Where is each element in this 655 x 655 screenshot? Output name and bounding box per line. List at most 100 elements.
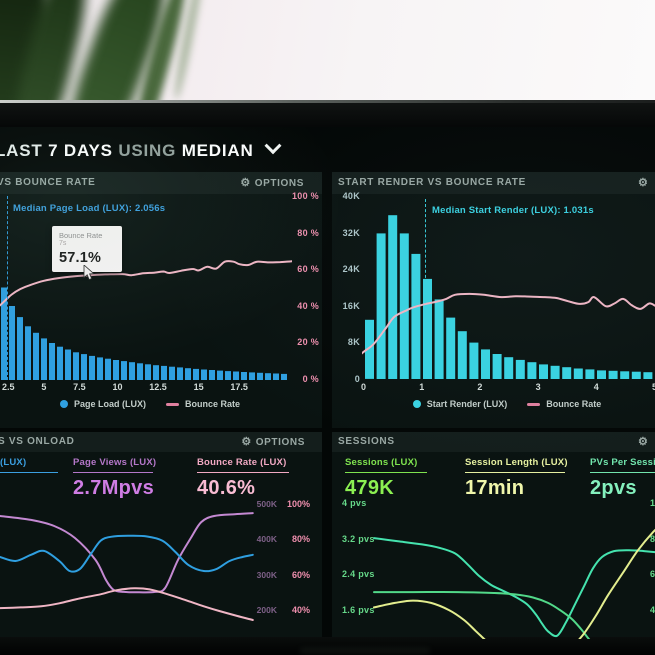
axis-label: 0 (361, 382, 367, 392)
gear-icon: ⚙ (638, 436, 649, 448)
background-wall (0, 0, 655, 112)
axis-label: 4 (593, 382, 599, 392)
tooltip-x-value: 7s (59, 240, 67, 248)
startrender-histogram-chart[interactable] (362, 195, 655, 381)
panel-pageload-vs-bounce-rate: VS BOUNCE RATE ⚙ OPTIONS Median Page Load… (0, 172, 322, 428)
axis-label: 24K (342, 264, 360, 275)
stat-bouncerate: Bounce Rate (LUX) 40.6% (197, 457, 289, 500)
axis-label: 15 (193, 382, 204, 392)
legend-item-pageload[interactable]: Page Load (LUX) (59, 399, 146, 409)
legend-dot-icon (59, 400, 68, 408)
legend-dash-icon (527, 402, 541, 406)
median-startrender-annotation: Median Start Render (LUX): 1.031s (432, 205, 594, 216)
axis-label: 2 (477, 382, 483, 392)
panel-title: S VS ONLOAD (0, 436, 75, 447)
axis-label: 0 % (302, 373, 319, 384)
chart-legend: Page Load (LUX) Bounce Rate (0, 399, 300, 409)
axis-label: 3 (535, 382, 541, 392)
axis-label: 2.4 pvs (342, 569, 375, 580)
tooltip-value: 57.1% (59, 250, 102, 267)
stat-label: Session Length (LUX) (465, 457, 568, 473)
stat-label: Bounce Rate (LUX) (197, 457, 289, 473)
options-button[interactable]: ⚙ OPTIONS (240, 177, 304, 189)
axis-label: 0 (354, 373, 360, 384)
mouse-cursor-icon (83, 265, 95, 281)
stat-value: 479K (345, 477, 395, 499)
median-startrender-line (425, 199, 426, 379)
axis-label: 1 (419, 382, 425, 392)
x-axis-seconds: 2.5 5 7.5 10 12.5 15 17.5 (2, 383, 248, 392)
monitor-logo-glow (300, 648, 430, 654)
legend-item-startrender[interactable]: Start Render (LUX) (412, 399, 507, 409)
y-axis-count: 40K 32K 24K 16K 8K 0 (338, 192, 360, 384)
options-button[interactable]: ⚙ (638, 435, 652, 448)
axis-label: 2.5 (2, 382, 15, 392)
axis-label: 5 (651, 382, 655, 392)
axis-label: 6 (650, 569, 655, 580)
gear-icon: ⚙ (241, 436, 252, 448)
axis-label: 5 (41, 382, 47, 392)
axis-label: 40K (342, 191, 360, 201)
stat-value: 2.7Mpvs (73, 477, 155, 499)
axis-label: 8 (650, 533, 655, 544)
legend-item-bouncerate[interactable]: Bounce Rate (527, 399, 601, 409)
panel-header: SESSIONS ⚙ (332, 432, 655, 452)
axis-label: 60 % (297, 264, 319, 275)
axis-label: 1 (650, 498, 655, 508)
time-range-selector[interactable]: LAST 7 DAYS USING MEDIAN (0, 137, 282, 161)
axis-label: 4 pvs (342, 498, 367, 508)
stat-sessions: Sessions (LUX) 479K (345, 457, 427, 500)
legend-item-bouncerate[interactable]: Bounce Rate (166, 399, 240, 409)
tooltip-metric: Bounce Rate (59, 231, 103, 240)
panel-startrender-vs-bounce-rate: START RENDER VS BOUNCE RATE ⚙ 40K 32K 24K 1… (332, 172, 655, 428)
axis-label: 16K (342, 300, 360, 311)
stat-onload: (LUX) (0, 457, 58, 477)
time-range-days: 7 DAYS (48, 141, 113, 160)
axis-label-pair: 500K 100% (256, 499, 310, 509)
legend-dash-icon (166, 402, 179, 406)
axis-label-pair: 400K 80% (256, 534, 310, 545)
axis-label: 1.6 pvs (342, 604, 375, 615)
gear-icon: ⚙ (638, 177, 649, 189)
panel-header: S VS ONLOAD ⚙ OPTIONS (0, 432, 322, 452)
panel-pageviews-vs-onload: S VS ONLOAD ⚙ OPTIONS (LUX) Page Views (L… (0, 432, 322, 637)
panel-header: VS BOUNCE RATE ⚙ OPTIONS (0, 172, 322, 194)
median-pageload-line (7, 196, 8, 380)
axis-label: 100 % (291, 191, 319, 201)
stat-value: 17min (465, 477, 525, 499)
chart-tooltip: Bounce Rate 7s 57.1% (52, 226, 122, 273)
axis-label-pair: 300K 60% (256, 569, 310, 580)
stat-pageviews: Page Views (LUX) 2.7Mpvs (73, 457, 156, 500)
pageload-histogram-chart[interactable] (0, 195, 292, 381)
gear-icon: ⚙ (240, 177, 251, 189)
axis-label: 12.5 (149, 382, 167, 392)
axis-label: 32K (342, 227, 360, 238)
monitor-top-bezel (0, 103, 655, 129)
panel-title: SESSIONS (338, 436, 395, 447)
time-range-using: USING (118, 141, 177, 160)
panel-title: VS BOUNCE RATE (0, 177, 96, 188)
stat-label: Sessions (LUX) (345, 457, 427, 473)
options-button[interactable]: ⚙ OPTIONS (241, 436, 305, 448)
y-axis-dual: 500K 100% 400K 80% 300K 60% 200K 40% (256, 499, 310, 615)
y-axis-percent: 100 % 80 % 60 % 40 % 20 % 0 % (289, 192, 319, 384)
stat-pvs-per-session: PVs Per Sessio 2pvs (590, 457, 655, 500)
onload-line-chart[interactable] (0, 503, 258, 637)
options-button[interactable]: ⚙ (638, 176, 652, 189)
axis-label: 4 (650, 604, 655, 615)
chart-legend: Start Render (LUX) Bounce Rate (362, 399, 652, 409)
axis-label: 10 (112, 382, 123, 392)
sessions-line-chart[interactable] (368, 503, 655, 639)
time-range-prefix: LAST (0, 141, 43, 160)
panel-header: START RENDER VS BOUNCE RATE ⚙ (332, 172, 655, 194)
axis-label: 40 % (297, 300, 319, 311)
stat-label: Page Views (LUX) (73, 457, 156, 473)
panel-title: START RENDER VS BOUNCE RATE (338, 177, 526, 188)
axis-label: 8K (347, 337, 360, 348)
legend-dot-icon (412, 400, 421, 408)
axis-label-pair: 200K 40% (256, 604, 310, 615)
axis-label: 17.5 (230, 382, 248, 392)
axis-label: 7.5 (73, 382, 86, 392)
stat-session-length: Session Length (LUX) 17min (465, 457, 568, 500)
